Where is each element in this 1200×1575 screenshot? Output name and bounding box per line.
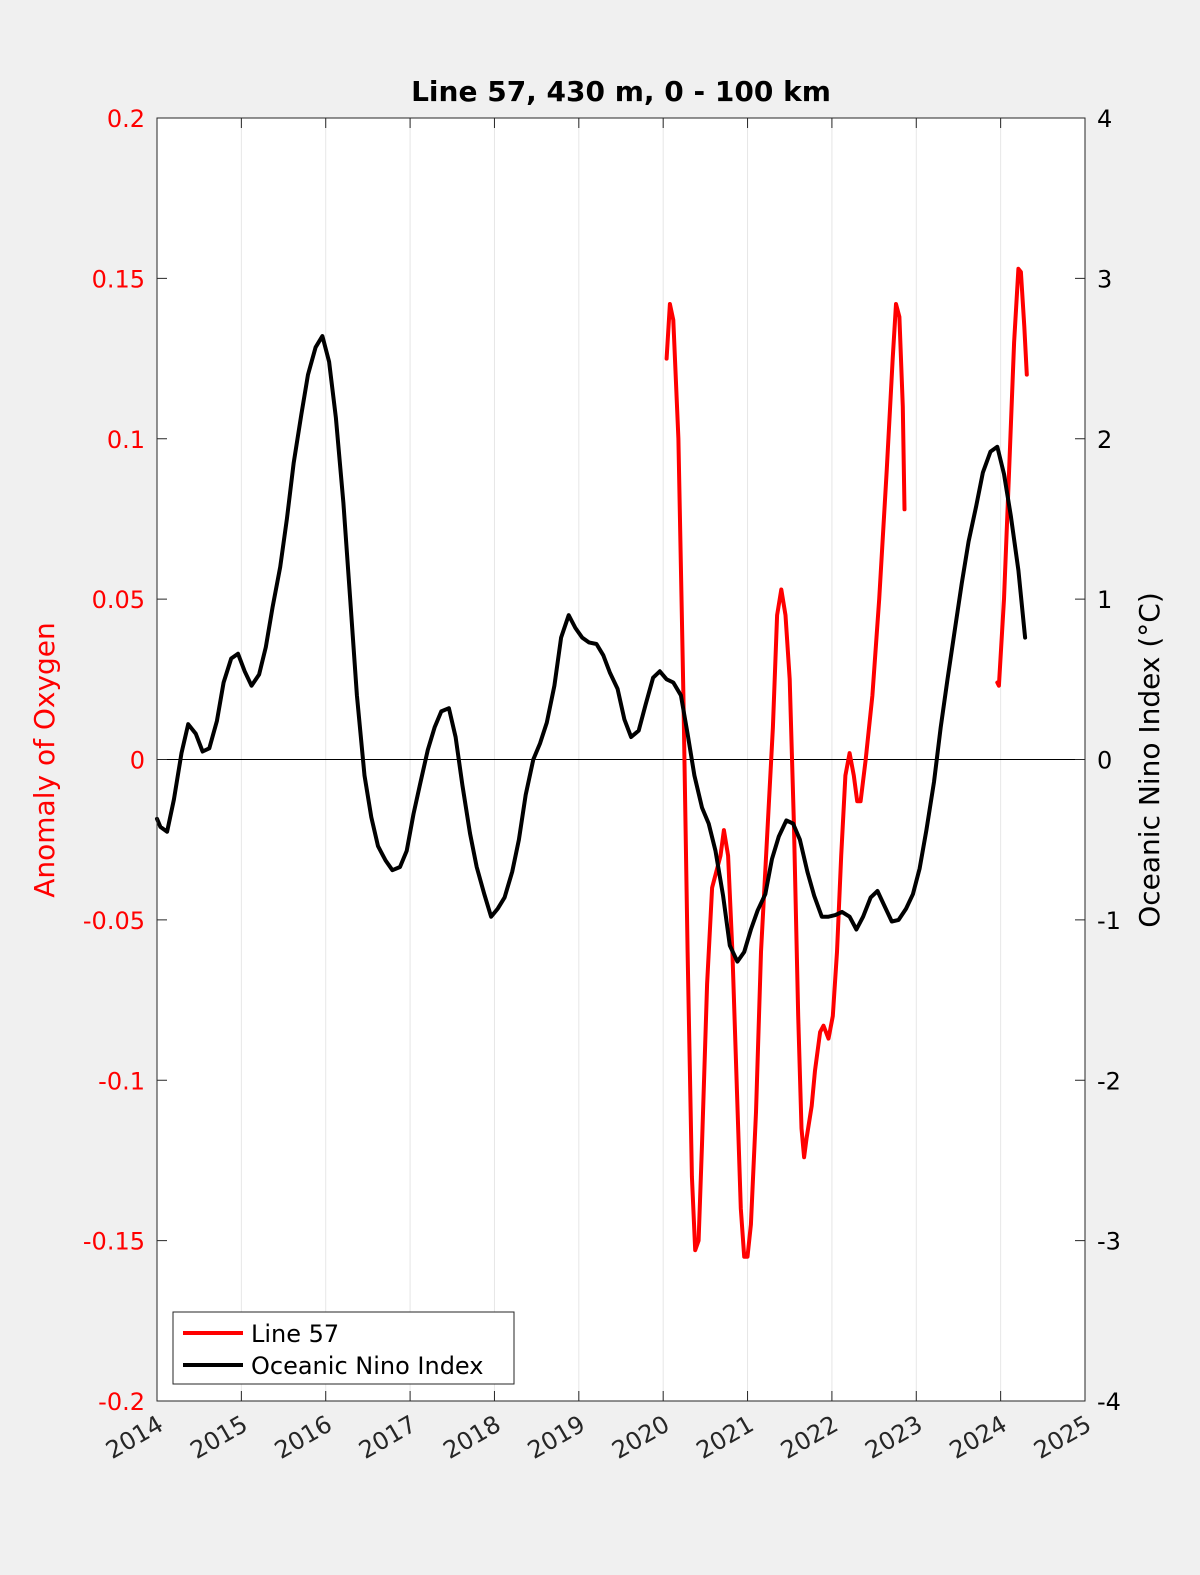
y-left-tick-label: 0.1 <box>107 426 145 454</box>
y-right-tick-label: -1 <box>1097 907 1121 935</box>
y-axis-left-label: Anomaly of Oxygen <box>28 622 61 898</box>
y-left-tick-label: -0.2 <box>98 1388 145 1416</box>
series-group <box>155 266 1029 1259</box>
y-left-tick-label: 0.2 <box>107 105 145 133</box>
y-left-tick-label: 0 <box>130 747 145 775</box>
line57-series-line-1 <box>995 266 1029 688</box>
y-right-tick-label: -2 <box>1097 1067 1121 1095</box>
y-left-tick-label: -0.15 <box>83 1228 145 1256</box>
legend-oni-label: Oceanic Nino Index <box>251 1352 483 1380</box>
y-left-tick-label: 0.15 <box>92 265 145 293</box>
y-right-tick-label: 1 <box>1097 586 1112 614</box>
y-right-tick-label: 4 <box>1097 105 1112 133</box>
y-right-tick-label: 0 <box>1097 747 1112 775</box>
y-axis-right-label: Oceanic Nino Index (°C) <box>1133 592 1166 928</box>
y-left-tick-label: 0.05 <box>92 586 145 614</box>
y-right-tick-label: -4 <box>1097 1388 1121 1416</box>
oni-series-line-0 <box>155 334 1028 964</box>
legend: Line 57 Oceanic Nino Index <box>172 1311 515 1385</box>
legend-box <box>172 1311 515 1385</box>
y-right-tick-label: -3 <box>1097 1228 1121 1256</box>
y-right-tick-label: 3 <box>1097 265 1112 293</box>
line57-series-line-0 <box>664 302 907 1259</box>
y-left-tick-label: -0.05 <box>83 907 145 935</box>
chart-title: Line 57, 430 m, 0 - 100 km <box>411 75 831 108</box>
y-left-tick-label: -0.1 <box>98 1067 145 1095</box>
legend-line57-label: Line 57 <box>251 1320 339 1348</box>
y-right-tick-label: 2 <box>1097 426 1112 454</box>
